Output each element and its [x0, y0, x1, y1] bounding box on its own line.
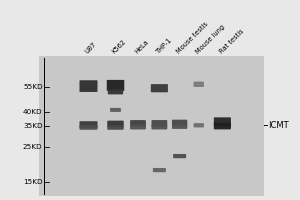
Text: 35KD: 35KD: [23, 123, 43, 129]
Text: 25KD: 25KD: [23, 144, 43, 150]
Text: 55KD: 55KD: [23, 84, 43, 90]
FancyBboxPatch shape: [80, 80, 98, 92]
Text: 15KD: 15KD: [23, 179, 43, 185]
FancyBboxPatch shape: [152, 120, 167, 127]
FancyBboxPatch shape: [130, 120, 146, 127]
FancyBboxPatch shape: [214, 117, 231, 126]
Text: K562: K562: [111, 39, 128, 55]
Text: Mouse testis: Mouse testis: [176, 21, 209, 55]
FancyBboxPatch shape: [172, 124, 187, 129]
FancyBboxPatch shape: [173, 154, 186, 158]
FancyBboxPatch shape: [80, 121, 98, 128]
FancyBboxPatch shape: [194, 123, 204, 127]
FancyBboxPatch shape: [214, 123, 231, 129]
FancyBboxPatch shape: [80, 125, 98, 130]
Text: Mouse lung: Mouse lung: [194, 24, 226, 55]
FancyBboxPatch shape: [107, 125, 124, 130]
FancyBboxPatch shape: [172, 120, 187, 126]
Text: THP-1: THP-1: [155, 37, 173, 55]
FancyBboxPatch shape: [110, 108, 121, 112]
FancyBboxPatch shape: [151, 84, 168, 92]
FancyBboxPatch shape: [152, 125, 167, 129]
FancyBboxPatch shape: [153, 168, 166, 172]
FancyBboxPatch shape: [130, 125, 146, 129]
FancyBboxPatch shape: [107, 80, 124, 91]
Text: U87: U87: [84, 41, 98, 55]
FancyBboxPatch shape: [108, 89, 123, 94]
Text: Rat testis: Rat testis: [218, 28, 245, 55]
Text: HeLa: HeLa: [134, 39, 150, 55]
FancyBboxPatch shape: [107, 121, 124, 127]
FancyBboxPatch shape: [194, 82, 204, 87]
Bar: [39, 56, 264, 196]
Text: 40KD: 40KD: [23, 109, 43, 115]
Text: ICMT: ICMT: [268, 121, 289, 130]
